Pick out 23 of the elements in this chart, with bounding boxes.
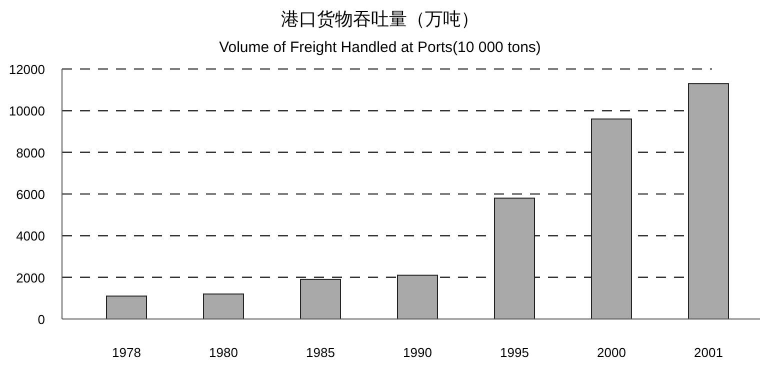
bar: [591, 118, 632, 320]
bar: [688, 83, 729, 320]
y-tick-label: 0: [38, 312, 45, 327]
bar: [300, 278, 341, 320]
bar: [203, 294, 244, 320]
y-tick-label: 4000: [16, 228, 45, 244]
x-tick-label: 2000: [597, 345, 626, 360]
y-tick-label: 6000: [16, 187, 45, 202]
chart-title: 港口货物吞吐量（万吨）: [281, 9, 479, 29]
chart-subtitle: Volume of Freight Handled at Ports(10 000 tons): [219, 39, 541, 56]
y-tick-label: 10000: [8, 104, 45, 119]
x-tick-label: 1980: [209, 345, 238, 360]
bar: [397, 274, 438, 320]
x-tick-label: 1985: [306, 345, 335, 360]
x-tick-label: 1995: [500, 345, 529, 360]
y-tick-label: 8000: [16, 145, 45, 160]
y-tick-label: 2000: [16, 270, 45, 286]
bar: [106, 296, 147, 320]
bar: [494, 198, 535, 320]
x-tick-label: 1990: [403, 345, 432, 360]
y-tick-label: 12000: [8, 62, 45, 77]
x-tick-label: 1978: [112, 345, 141, 360]
x-tick-label: 2001: [694, 345, 723, 360]
